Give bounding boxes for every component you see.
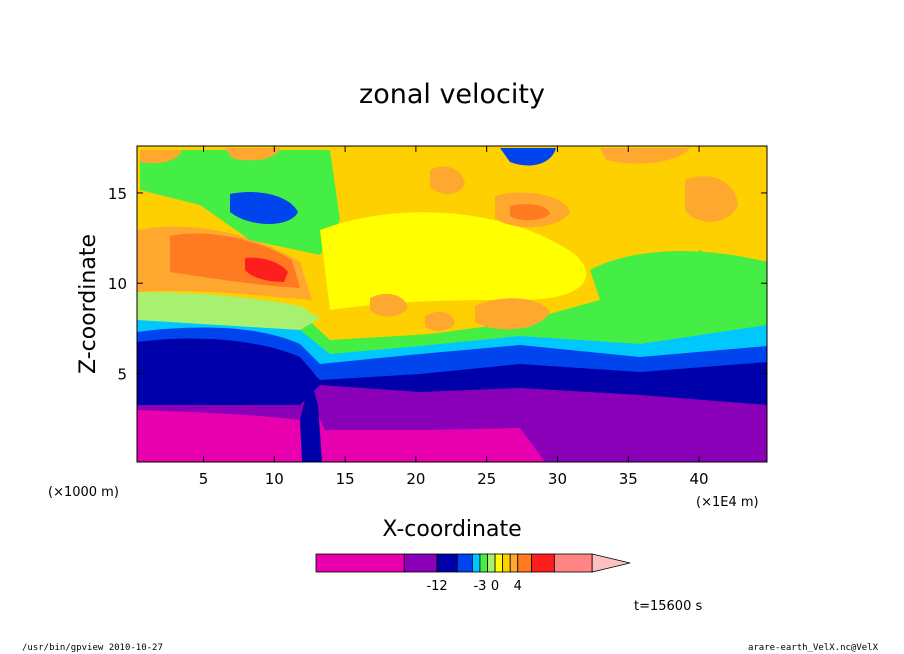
y-axis-label: Z-coordinate	[76, 234, 101, 374]
x-axis-label: X-coordinate	[382, 517, 521, 542]
colorbar-swatch	[509, 553, 519, 573]
colorbar-tick-label: -3	[473, 579, 486, 594]
colorbar-swatch	[517, 553, 533, 573]
contour-band-spike	[300, 378, 322, 462]
colorbar-swatch	[494, 553, 504, 573]
colorbar-swatch	[436, 553, 458, 573]
y-tick-label: 10	[108, 275, 127, 293]
x-tick-label: 25	[477, 470, 496, 488]
y-tick-label: 15	[108, 185, 127, 203]
y-tick-label: 5	[117, 366, 127, 384]
contour-band-darkorange-upper-right	[510, 204, 550, 221]
plot-frame	[136, 145, 768, 463]
contour-band-red	[245, 257, 288, 282]
contour-band-blue	[137, 325, 767, 380]
x-tick-label: 15	[336, 470, 355, 488]
chart-title: zonal velocity	[359, 79, 545, 110]
colorbar-tick-label: 0	[491, 579, 499, 594]
y-axis-ticks: 5 10 15	[108, 185, 767, 384]
contour-band-yellow-mid	[320, 212, 587, 310]
contour-band-orange-mid3	[425, 311, 455, 331]
colorbar-swatch	[553, 553, 593, 573]
contour-band-orange-mid1	[475, 298, 550, 330]
plot-area	[137, 146, 767, 462]
x-tick-label: 10	[265, 470, 284, 488]
contour-band-blue-upper	[230, 192, 298, 224]
footer-right: arare-earth_VelX.nc@VelX	[748, 643, 879, 653]
contour-band-lightgreen	[137, 292, 320, 330]
x-tick-label: 35	[619, 470, 638, 488]
x-axis-ticks: 5 10 15 20 25 30 35 40	[199, 146, 709, 488]
contour-band-orange-top2	[600, 148, 690, 164]
colorbar-swatch	[403, 553, 438, 573]
contour-band-orange-mid2	[370, 293, 408, 317]
colorbar-swatch	[502, 553, 511, 573]
x-tick-label: 5	[199, 470, 209, 488]
colorbar-swatch	[456, 553, 473, 573]
colorbar-swatch	[591, 553, 631, 573]
contour-band-blue-top	[500, 148, 556, 166]
colorbar-tick-label: -12	[426, 579, 447, 594]
colorbar-swatch	[479, 553, 488, 573]
x-tick-label: 30	[548, 470, 567, 488]
contour-band-magenta	[137, 400, 545, 462]
contour-band-orange-right	[685, 176, 738, 222]
contour-band-green-right	[590, 251, 767, 321]
x-tick-label: 40	[689, 470, 708, 488]
time-annotation: t=15600 s	[634, 599, 702, 614]
colorbar-swatch	[315, 553, 405, 573]
x-tick-label: 20	[406, 470, 425, 488]
colorbar-tick-labels: -12 -3 0 4	[426, 579, 521, 594]
footer-left: /usr/bin/gpview 2010-10-27	[22, 643, 163, 653]
contour-band-orange-top4	[140, 150, 182, 164]
colorbar-swatch	[471, 553, 481, 573]
contour-band-orange-top3	[430, 166, 465, 194]
x-unit-left: (×1000 m)	[48, 485, 119, 500]
contour-band-orange-top1	[225, 148, 280, 161]
colorbar-swatch	[487, 553, 496, 573]
colorbar-tick-label: 4	[514, 579, 522, 594]
colorbar-swatch	[531, 553, 555, 573]
x-unit-right: (×1E4 m)	[696, 495, 759, 510]
colorbar	[315, 553, 631, 573]
